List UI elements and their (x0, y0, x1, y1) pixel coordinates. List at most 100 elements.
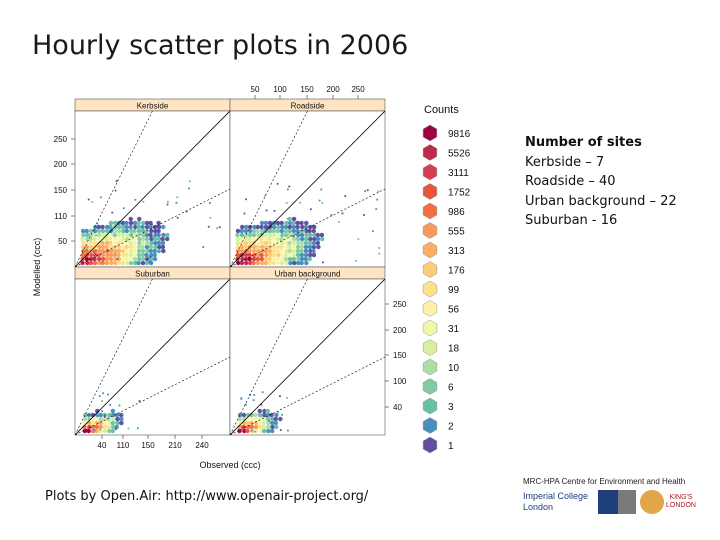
hexbin-sparse (101, 410, 104, 413)
hexbin (255, 256, 260, 262)
hexbin (89, 252, 94, 258)
hexbin (279, 236, 284, 242)
hexbin (244, 232, 249, 238)
hexbin (133, 260, 138, 266)
legend-label: 18 (448, 344, 460, 355)
hexbin (262, 416, 267, 422)
hexbin-sparse (96, 413, 99, 416)
hexbin (160, 236, 165, 242)
hexbin-sparse (277, 411, 280, 413)
sites-line-kerbside: Kerbside – 7 (525, 154, 605, 170)
hexbin (284, 224, 289, 230)
legend-label: 9816 (448, 129, 471, 140)
hexbin (119, 420, 124, 426)
hexbins-roadside (235, 182, 381, 266)
hexbin (141, 236, 146, 242)
hexbin (249, 412, 254, 418)
hexbin (271, 232, 277, 238)
hexbin-sparse (148, 260, 151, 263)
hexbin (132, 228, 137, 234)
hexbin (152, 256, 158, 262)
hexbin (252, 244, 257, 250)
hexbin (104, 260, 109, 266)
factor-two-lower-line (75, 188, 230, 267)
hexbin (132, 256, 137, 262)
legend-label: 313 (448, 246, 465, 257)
hexbin-sparse (149, 255, 152, 258)
hexbin-sparse (355, 259, 358, 262)
hexbin (121, 236, 126, 242)
hexbin (141, 260, 146, 266)
hexbin (265, 408, 270, 414)
mrc-logo (598, 490, 618, 514)
hexbin-sparse (341, 212, 344, 215)
hexbin-sparse (357, 238, 360, 241)
hexbin (109, 248, 114, 254)
hexbin (97, 232, 102, 238)
legend-label: 3111 (448, 168, 469, 179)
hexbin (259, 220, 265, 226)
hexbin (246, 424, 251, 430)
hexbin-sparse (114, 428, 117, 431)
legend-label: 555 (448, 227, 465, 238)
hexbin (120, 244, 125, 250)
ref-lines-urban-background (230, 279, 385, 435)
hexbin-sparse (320, 188, 323, 191)
hexbin (267, 240, 272, 246)
hexbin (296, 252, 301, 258)
hexbin (291, 224, 296, 230)
hexbin (292, 240, 297, 246)
hexbin (257, 416, 262, 422)
hexbin (284, 220, 289, 226)
footer-org: MRC-HPA Centre for Environment and Healt… (523, 477, 686, 486)
hpa-logo (618, 490, 636, 514)
hexbin-sparse (265, 209, 268, 212)
hexbin (243, 244, 248, 250)
hexbin (97, 244, 102, 250)
hexbin (299, 232, 304, 238)
hexbin-sparse (321, 201, 324, 204)
hexbin (105, 228, 110, 234)
strip-label-urban-background: Urban background (275, 270, 341, 279)
hexbin (299, 260, 304, 266)
hexbin (262, 408, 267, 414)
hexbin (140, 240, 145, 246)
top-tick-label: 200 (326, 85, 340, 94)
hexbin (116, 248, 121, 254)
hexbin (259, 240, 264, 246)
hexbin (85, 232, 90, 238)
hexbin (100, 228, 105, 234)
hexbin-sparse (109, 226, 112, 228)
hexbin (279, 220, 284, 226)
hexbin-sparse (176, 216, 179, 219)
hexbin (157, 244, 162, 250)
hexbin (267, 228, 272, 234)
legend-swatch (422, 378, 438, 395)
hexbin-sparse (92, 251, 95, 253)
hexbin (97, 260, 102, 266)
hexbin (299, 240, 304, 246)
hexbin (108, 236, 113, 242)
hexbin (113, 220, 118, 226)
hexbin (141, 256, 146, 262)
top-tick-label: 250 (351, 85, 365, 94)
hexbin (255, 224, 260, 230)
legend-title: Counts (424, 104, 459, 116)
hexbin (129, 228, 134, 234)
hexbin (102, 420, 107, 426)
hexbin (125, 260, 130, 266)
legend-swatch (422, 339, 438, 356)
hexbin (267, 256, 272, 262)
hexbin (149, 228, 154, 234)
hexbin (136, 224, 141, 230)
hexbin (296, 240, 301, 246)
hexbin (280, 240, 285, 246)
hexbin (112, 232, 117, 238)
hexbin (235, 232, 240, 238)
hexbin-sparse (95, 234, 98, 237)
hexbin (101, 244, 106, 250)
hexbin (304, 252, 309, 258)
hexbin-sparse (273, 209, 276, 212)
hexbin (279, 248, 284, 254)
hexbin (275, 220, 280, 226)
